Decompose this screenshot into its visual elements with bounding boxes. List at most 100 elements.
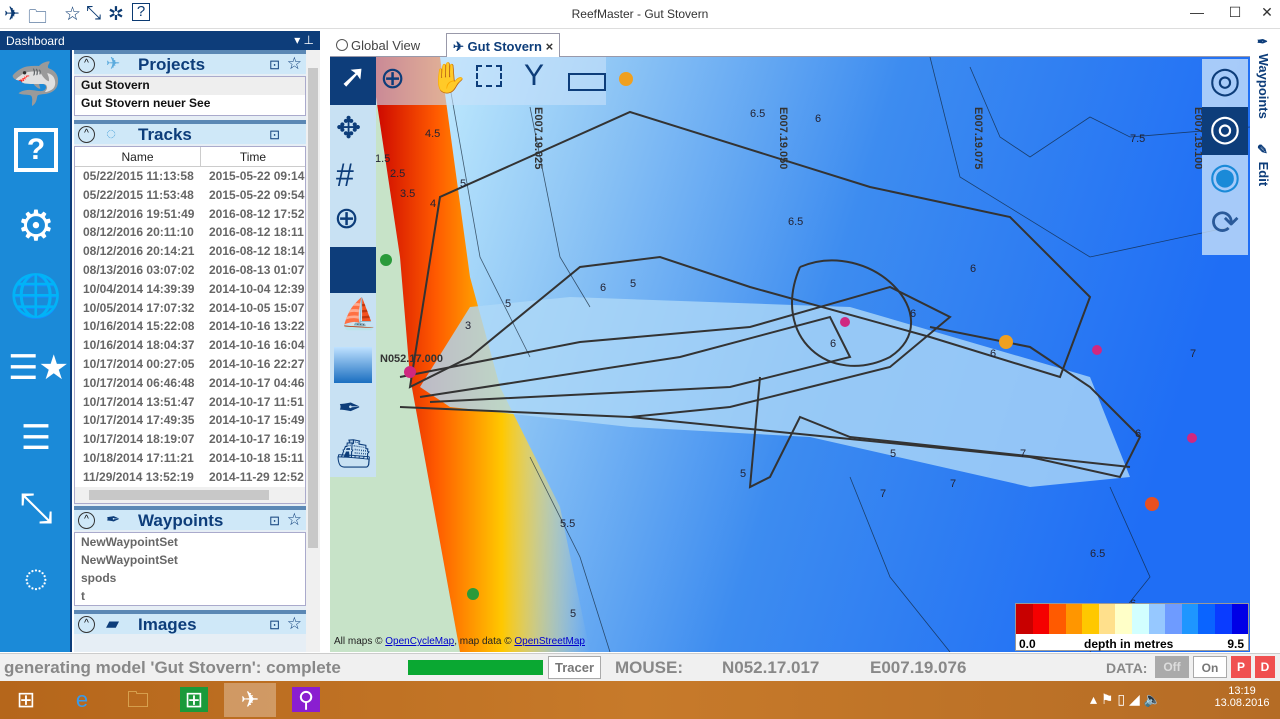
move-tool-button[interactable]: ✥: [336, 112, 362, 145]
minimize-button[interactable]: —: [1190, 4, 1204, 20]
list-item[interactable]: t: [81, 589, 85, 603]
file-explorer-icon[interactable]: 🗀: [126, 687, 149, 712]
folder-star-icon[interactable]: ⊡: [269, 127, 280, 142]
target-icon[interactable]: ◎: [1209, 59, 1241, 100]
tracer-button[interactable]: Tracer: [548, 656, 602, 679]
collapse-button[interactable]: ^: [78, 126, 95, 143]
table-row[interactable]: 08/12/2016 19:51:49 2016-08-12 17:52: [75, 205, 305, 224]
depth-cursor-tool-button[interactable]: Y: [524, 59, 545, 92]
list-item[interactable]: NewWaypointSet: [81, 553, 178, 567]
folder-list-icon[interactable]: ☰: [20, 419, 52, 457]
depth-shading-icon[interactable]: ◉: [1209, 155, 1241, 196]
depth-label: 2.5: [390, 168, 405, 180]
table-row[interactable]: 10/17/2014 17:49:35 2014-10-17 15:49: [75, 411, 305, 430]
contours-icon[interactable]: ◎: [1202, 107, 1248, 155]
shark-logo-icon[interactable]: 🦈: [9, 60, 63, 107]
boat-icon[interactable]: ⛵: [340, 298, 378, 331]
zoom-in-tool-button[interactable]: ⊕: [380, 62, 406, 95]
depth-label: 6: [990, 348, 996, 360]
list-item[interactable]: NewWaypointSet: [81, 535, 178, 549]
store-icon[interactable]: ⊞: [168, 683, 220, 717]
grid-tool-button[interactable]: #: [336, 157, 354, 193]
depth-layers-button[interactable]: [334, 347, 372, 383]
map-view[interactable]: E007.19.025 E007.19.050 E007.19.075 E007.19…: [330, 57, 1250, 652]
refresh-icon[interactable]: ⟳: [1210, 204, 1240, 242]
help-icon[interactable]: ?: [14, 128, 58, 172]
gear-icon[interactable]: ✲: [108, 4, 124, 25]
folder-star-icon[interactable]: ⊡: [269, 617, 280, 632]
star-icon[interactable]: ☆: [286, 54, 302, 73]
table-row[interactable]: 11/29/2014 13:52:19 2014-11-29 12:52: [75, 468, 305, 487]
tab-gut-stovern[interactable]: ✈ Gut Stovern ×: [446, 33, 561, 57]
table-row[interactable]: 10/17/2014 18:19:07 2014-10-17 16:19: [75, 430, 305, 449]
ruler-tool-button[interactable]: [568, 73, 606, 91]
depth-map[interactable]: E007.19.025 E007.19.050 E007.19.075 E007.19…: [330, 57, 1250, 652]
favourites-list-icon[interactable]: ☰★: [8, 349, 69, 387]
collapse-button[interactable]: ^: [78, 56, 95, 73]
table-row[interactable]: 05/22/2015 11:13:58 2015-05-22 09:14: [75, 167, 305, 186]
openstreetmap-link[interactable]: OpenStreetMap: [514, 636, 585, 647]
list-item[interactable]: Gut Stovern neuer See: [81, 96, 211, 110]
close-button[interactable]: ✕: [1261, 4, 1273, 20]
mouse-label: MOUSE:: [615, 658, 683, 677]
panel-scrollbar[interactable]: [306, 50, 320, 652]
table-row[interactable]: 10/17/2014 00:27:05 2014-10-16 22:27: [75, 355, 305, 374]
table-row[interactable]: 08/12/2016 20:14:21 2016-08-12 18:14: [75, 242, 305, 261]
help-icon[interactable]: ?: [132, 3, 150, 21]
clock[interactable]: 13:19 13.08.2016: [1212, 685, 1272, 709]
pin-icon[interactable]: ▾ ⊥: [294, 33, 314, 47]
star-icon[interactable]: ☆: [64, 4, 82, 25]
column-header-time[interactable]: Time: [239, 150, 267, 164]
table-row[interactable]: 10/04/2014 14:39:39 2014-10-04 12:39: [75, 280, 305, 299]
close-tab-button[interactable]: ×: [545, 39, 554, 54]
gear-icon[interactable]: ⚙: [17, 202, 55, 249]
data-on-button[interactable]: On: [1193, 656, 1227, 678]
satellite-icon[interactable]: ⤡: [86, 3, 102, 24]
table-row[interactable]: 10/18/2014 17:11:21 2014-10-18 15:11: [75, 449, 305, 468]
dashboard-panel: ^ ✈ Projects ⊡ ☆ Gut Stovern Gut Stovern…: [74, 50, 306, 652]
table-row[interactable]: 10/16/2014 18:04:37 2014-10-16 16:04: [75, 336, 305, 355]
list-item[interactable]: Gut Stovern: [75, 77, 305, 95]
star-icon[interactable]: ☆: [286, 614, 302, 633]
search-app-icon[interactable]: ⚲: [280, 683, 332, 717]
table-row[interactable]: 08/13/2016 03:07:02 2016-08-13 01:07: [75, 261, 305, 280]
data-off-button[interactable]: Off: [1155, 656, 1189, 678]
app-logo-icon[interactable]: ✈: [4, 4, 20, 25]
internet-explorer-icon[interactable]: e: [75, 687, 89, 712]
table-row[interactable]: 08/12/2016 20:11:10 2016-08-12 18:11: [75, 223, 305, 242]
collapse-button[interactable]: ^: [78, 616, 95, 633]
select-tool-button[interactable]: ➚: [330, 57, 376, 105]
list-item[interactable]: spods: [81, 571, 117, 585]
d-button[interactable]: D: [1255, 656, 1275, 678]
table-row[interactable]: 10/05/2014 17:07:32 2014-10-05 15:07: [75, 299, 305, 318]
zoom-tool-button[interactable]: ⊕: [334, 202, 360, 235]
folder-star-icon[interactable]: ⊡: [269, 513, 280, 528]
table-row[interactable]: 10/17/2014 06:46:48 2014-10-17 04:46: [75, 374, 305, 393]
folder-star-icon[interactable]: ⊡: [269, 57, 280, 72]
waypoints-side-tab[interactable]: ✒ Waypoints: [1256, 35, 1271, 119]
folder-icon[interactable]: 🗀: [28, 7, 48, 28]
edit-side-tab[interactable]: ✎ Edit: [1256, 143, 1271, 187]
table-row[interactable]: 10/17/2014 13:51:47 2014-10-17 11:51: [75, 393, 305, 412]
table-row[interactable]: 05/22/2015 11:53:48 2015-05-22 09:54: [75, 186, 305, 205]
star-icon[interactable]: ☆: [286, 510, 302, 529]
opencyclemap-link[interactable]: OpenCycleMap: [385, 636, 455, 647]
maximize-button[interactable]: ☐: [1228, 4, 1242, 20]
start-button[interactable]: ⊞: [16, 687, 36, 712]
reefmaster-taskbar-icon[interactable]: ✈: [224, 683, 276, 717]
export-icon[interactable]: ⛴: [336, 438, 372, 469]
globe-icon[interactable]: 🌐: [9, 272, 63, 319]
map-layer-button[interactable]: [330, 247, 376, 293]
satellite-icon[interactable]: ⤡: [19, 484, 53, 531]
zoom-box-tool-button[interactable]: [476, 65, 502, 87]
column-header-name[interactable]: Name: [75, 147, 201, 166]
tray-icons[interactable]: ▴ ⚑ ▯ ◢ 🔈: [1090, 691, 1162, 707]
collapse-button[interactable]: ^: [78, 512, 95, 529]
pan-hand-tool-button[interactable]: ✋: [430, 62, 468, 95]
horizontal-scrollbar[interactable]: [75, 487, 305, 503]
table-row[interactable]: 10/16/2014 15:22:08 2014-10-16 13:22: [75, 317, 305, 336]
tracks-icon[interactable]: ◌: [23, 554, 49, 601]
tab-global-view[interactable]: Global View: [332, 33, 424, 57]
p-button[interactable]: P: [1231, 656, 1251, 678]
pushpin-icon[interactable]: ✒: [338, 392, 362, 423]
